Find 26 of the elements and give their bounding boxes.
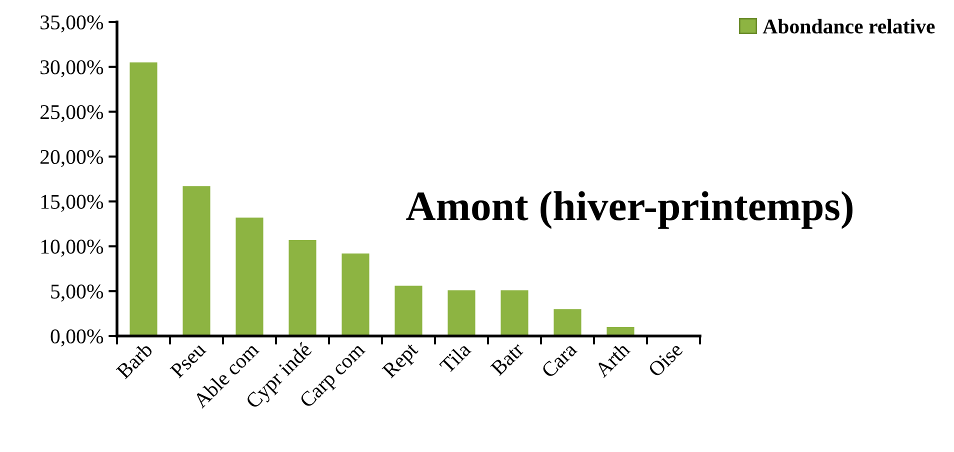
x-tick-label: Tila <box>438 341 472 374</box>
y-tick-label: 5,00% <box>51 284 104 302</box>
bar <box>182 186 210 336</box>
x-tick-label: Oise <box>648 342 684 378</box>
bar <box>394 286 422 336</box>
x-tick-label: Cara <box>540 342 578 378</box>
y-tick-label: 10,00% <box>41 240 104 257</box>
text: Amont (hiver-printemps) <box>406 191 852 229</box>
y-tick-label: 15,00% <box>41 194 104 212</box>
x-tick-label: Arth <box>594 341 631 378</box>
x-tick-label: Batr <box>490 342 525 376</box>
bar <box>236 218 264 336</box>
y-tick-label: 25,00% <box>40 105 104 122</box>
bar <box>500 290 528 336</box>
y-tick-label: 20,00% <box>40 150 104 168</box>
y-tick-label: 0,00% <box>50 329 104 346</box>
legend-label: Abondance relative <box>762 18 935 34</box>
bar <box>288 240 316 336</box>
x-tick-label: Rept <box>382 342 422 382</box>
bar <box>448 290 476 336</box>
bar <box>130 62 158 336</box>
x-tick-label: Barb <box>115 341 154 380</box>
bar <box>554 309 582 336</box>
y-tick-label: 35,00% <box>40 15 104 32</box>
bar <box>342 253 370 336</box>
y-tick-label: 30,00% <box>40 60 104 78</box>
